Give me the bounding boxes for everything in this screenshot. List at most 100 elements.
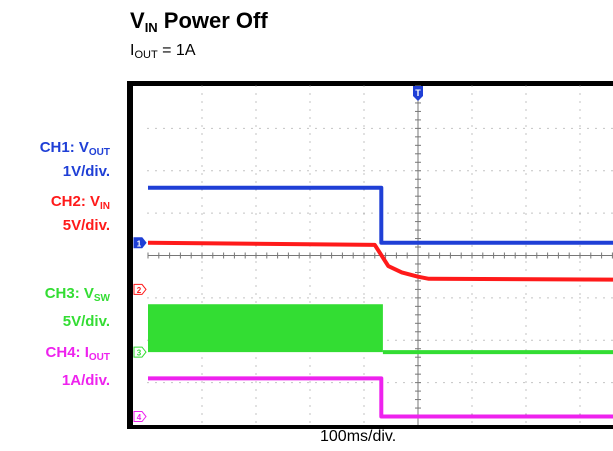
grid-dot [475,339,477,341]
grid-dot [395,212,397,214]
grid-dot [579,189,581,191]
grid-dot [255,221,257,223]
ch3-scale-label: 5V/div. [62,313,110,330]
grid-dot [525,93,527,95]
grid-dot [235,297,237,299]
grid-dot [483,127,485,129]
ch4-trace [148,376,613,419]
grid-dot [523,170,525,172]
grid-dot [147,297,149,299]
grid-dot [387,382,389,384]
grid-dot [579,237,581,239]
grid-dot [443,297,445,299]
grid-dot [379,297,381,299]
grid-dot [539,127,541,129]
grid-dot [243,170,245,172]
grid-dot [525,205,527,207]
grid-dot [525,261,527,263]
grid-dot [255,133,257,135]
grid-dot [435,127,437,129]
grid-dot [259,297,261,299]
grid-dot [525,165,527,167]
grid-dot [563,339,565,341]
grid-dot [451,127,453,129]
grid-dot [547,382,549,384]
grid-dot [467,212,469,214]
grid-dot [255,93,257,95]
grid-dot [435,382,437,384]
grid-dot [355,127,357,129]
grid-dot [427,297,429,299]
grid-dot [299,382,301,384]
grid-dot [347,127,349,129]
grid-dot [339,127,341,129]
grid-dot [471,317,473,319]
grid-dot [523,382,525,384]
grid-dot [255,397,257,399]
grid-dot [525,341,527,343]
grid-dot [611,212,613,214]
grid-dot [363,109,365,111]
grid-dot [309,381,311,383]
grid-dot [187,170,189,172]
grid-dot [363,213,365,215]
grid-dot [299,297,301,299]
grid-dot [471,165,473,167]
grid-dot [539,297,541,299]
grid-dot [579,297,581,299]
grid-dot [525,125,527,127]
grid-dot [147,170,149,172]
grid-dot [525,197,527,199]
grid-dot [147,127,149,129]
grid-dot [307,382,309,384]
grid-dot [363,165,365,167]
grid-dot [443,170,445,172]
grid-dot [179,212,181,214]
grid-dot [363,141,365,143]
grid-dot [363,421,365,423]
grid-dot [471,333,473,335]
grid-dot [603,212,605,214]
grid-dot [251,170,253,172]
grid-dot [579,389,581,391]
grid-dot [525,309,527,311]
grid-dot [201,237,203,239]
grid-dot [427,382,429,384]
grid-dot [587,297,589,299]
grid-dot [471,221,473,223]
grid-dot [255,261,257,263]
grid-dot [525,325,527,327]
grid-dot [515,170,517,172]
grid-dot [471,421,473,423]
grid-dot [579,365,581,367]
grid-dot [201,357,203,359]
grid-dot [267,382,269,384]
grid-dot [309,269,311,271]
grid-dot [309,413,311,415]
grid-dot [525,173,527,175]
grid-dot [499,382,501,384]
grid-dot [525,149,527,151]
grid-dot [255,109,257,111]
grid-dot [355,212,357,214]
grid-dot [363,277,365,279]
grid-dot [309,421,311,423]
grid-dot [201,189,203,191]
grid-dot [595,127,597,129]
grid-dot [611,297,613,299]
grid-dot [587,212,589,214]
grid-dot [403,212,405,214]
grid-dot [525,405,527,407]
ch4-ground-marker: 4 [133,411,147,423]
grid-dot [579,165,581,167]
grid-dot [251,382,253,384]
grid-dot [579,413,581,415]
grid-dot [339,297,341,299]
grid-dot [255,229,257,231]
grid-dot [201,141,203,143]
grid-dot [539,339,541,341]
grid-dot [309,221,311,223]
grid-dot [563,212,565,214]
grid-dot [471,373,473,375]
grid-dot [579,339,581,341]
